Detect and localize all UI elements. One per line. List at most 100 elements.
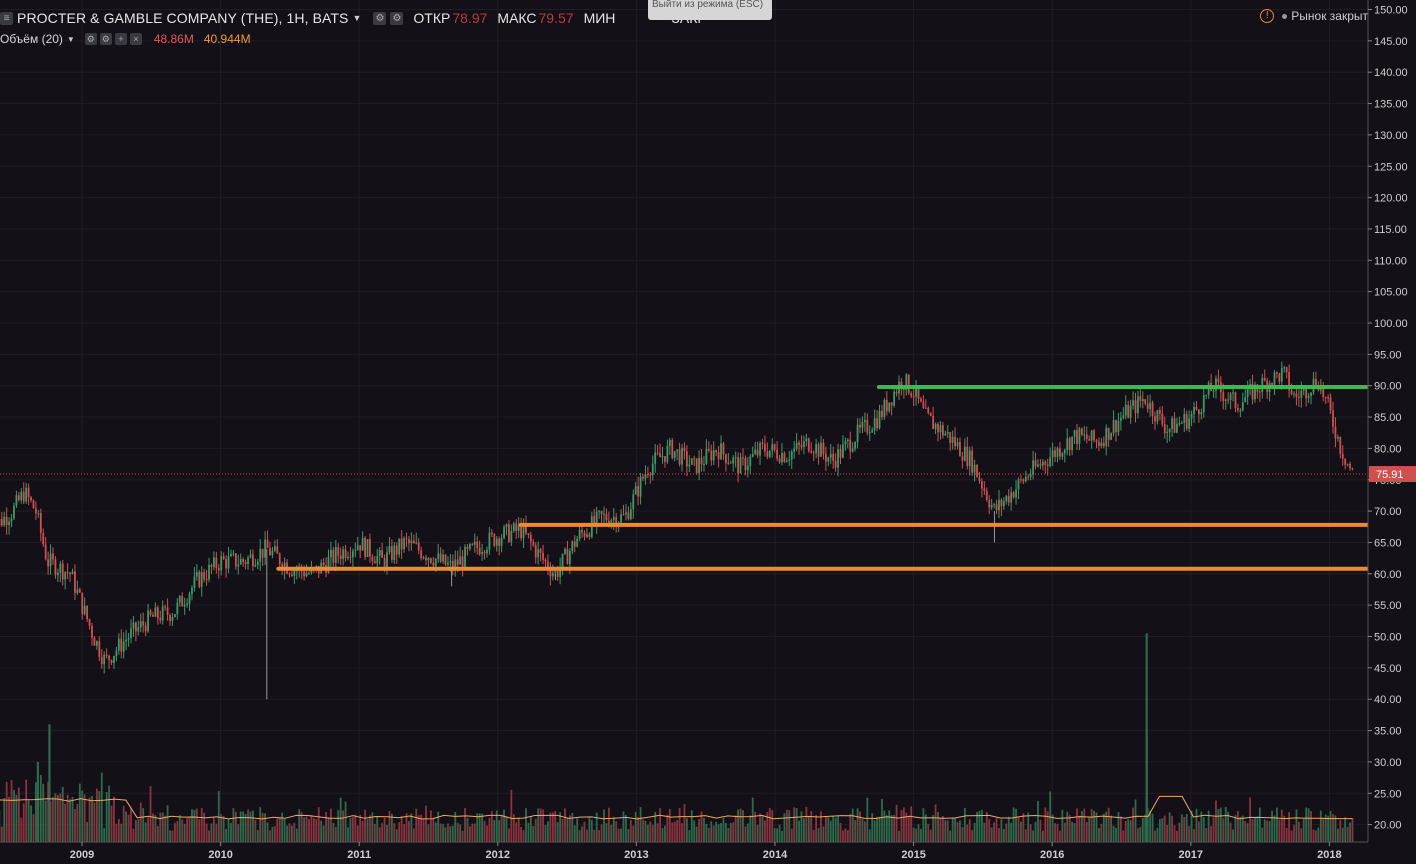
volume-bar [39,775,42,842]
volume-bar [868,829,871,842]
volume-bar [1107,807,1110,842]
volume-bar [744,826,747,842]
candle-body [1217,378,1220,382]
candle-body [490,532,493,535]
chevron-down-icon[interactable]: ▼ [66,34,75,44]
settings-icon[interactable]: ⚙ [84,33,97,45]
y-tick-label: 100.00 [1374,318,1408,330]
candle-body [1258,391,1261,393]
volume-bar [1302,818,1305,842]
candle-body [1241,402,1244,411]
symbol-title[interactable]: PROCTER & GAMBLE COMPANY (THE), 1H, BATS [17,10,349,26]
candle-body [846,439,849,442]
volume-bar [949,830,952,842]
candle-body [732,457,735,464]
close-icon[interactable]: × [129,33,142,45]
candle-body [817,444,820,457]
candle-body [330,549,332,558]
gear-icon[interactable]: ⚙ [99,33,112,45]
volume-bar [125,811,128,842]
candle-body [798,442,800,445]
candle-body [1163,424,1166,434]
candle-body [429,558,432,563]
candle-body [746,465,749,471]
volume-spike [1145,736,1148,842]
volume-bar [1263,819,1266,842]
candle-body [398,538,401,555]
candle-body [1141,399,1144,402]
candle-body [720,443,722,460]
volume-bar [517,817,520,842]
volume-bar [851,808,854,842]
candle-body [405,538,408,540]
volume-bar [834,817,837,842]
volume-label[interactable]: Объём (20) [0,32,63,46]
volume-bar [113,796,115,842]
volume-bar [576,818,579,842]
warning-icon[interactable]: ! [1260,9,1275,23]
y-tick-label: 150.00 [1374,5,1408,17]
candle-body [478,547,481,555]
candle-body [1232,392,1234,394]
candle-body [866,419,869,433]
volume-bar [466,817,469,842]
volume-bar [512,814,515,842]
candle-body [10,518,13,522]
volume-bar [8,796,11,842]
candle-body [1090,430,1093,441]
volume-bar [120,823,123,842]
candle-body [437,553,440,559]
volume-bar [488,817,491,842]
volume-bar [271,826,274,842]
y-tick-label: 20.00 [1374,820,1402,832]
candle-body [1322,385,1325,398]
candle-body [681,447,683,465]
candle-body [951,436,954,443]
candle-body [1022,479,1025,482]
candle-body [1227,399,1230,401]
volume-bar [566,818,569,842]
volume-bar [551,812,554,842]
candle-body [649,474,652,476]
candle-body [417,542,420,551]
candle-body [1115,420,1117,433]
candle-body [905,374,908,390]
volume-bar [437,811,440,842]
candle-body [968,450,971,467]
volume-bar [981,809,983,842]
candle-body [220,556,223,571]
volume-bar [332,823,335,842]
y-tick-label: 105.00 [1374,287,1408,299]
add-icon[interactable]: + [114,33,127,45]
gear-icon[interactable]: ⚙ [390,11,404,25]
volume-bar [295,828,298,842]
candle-body [622,514,625,516]
candle-body [761,442,764,444]
hamburger-icon[interactable]: ≡ [0,11,13,25]
chevron-down-icon[interactable]: ▼ [352,13,362,23]
open-label: ОТКР [413,10,451,26]
candle-body [359,545,362,551]
candle-body [493,534,496,546]
candle-body [1024,476,1027,482]
volume-bar [310,815,313,842]
candle-body [64,572,67,580]
volume-bar [359,814,362,842]
volume-bar [152,813,154,842]
volume-bar [137,819,140,842]
candle-body [1349,463,1351,469]
volume-bar [1024,829,1027,842]
candle-body [1098,441,1100,447]
candle-body [1336,436,1339,439]
candle-body [1151,402,1154,417]
candle-body [383,557,386,567]
candle-body [193,576,196,588]
volume-bar [1029,824,1032,842]
volume-bar [720,823,722,842]
candle-body [539,549,542,553]
settings-icon[interactable]: ⚙ [373,11,387,25]
volume-bar [1317,827,1320,842]
candle-body [1183,414,1186,423]
candle-body [469,544,471,549]
